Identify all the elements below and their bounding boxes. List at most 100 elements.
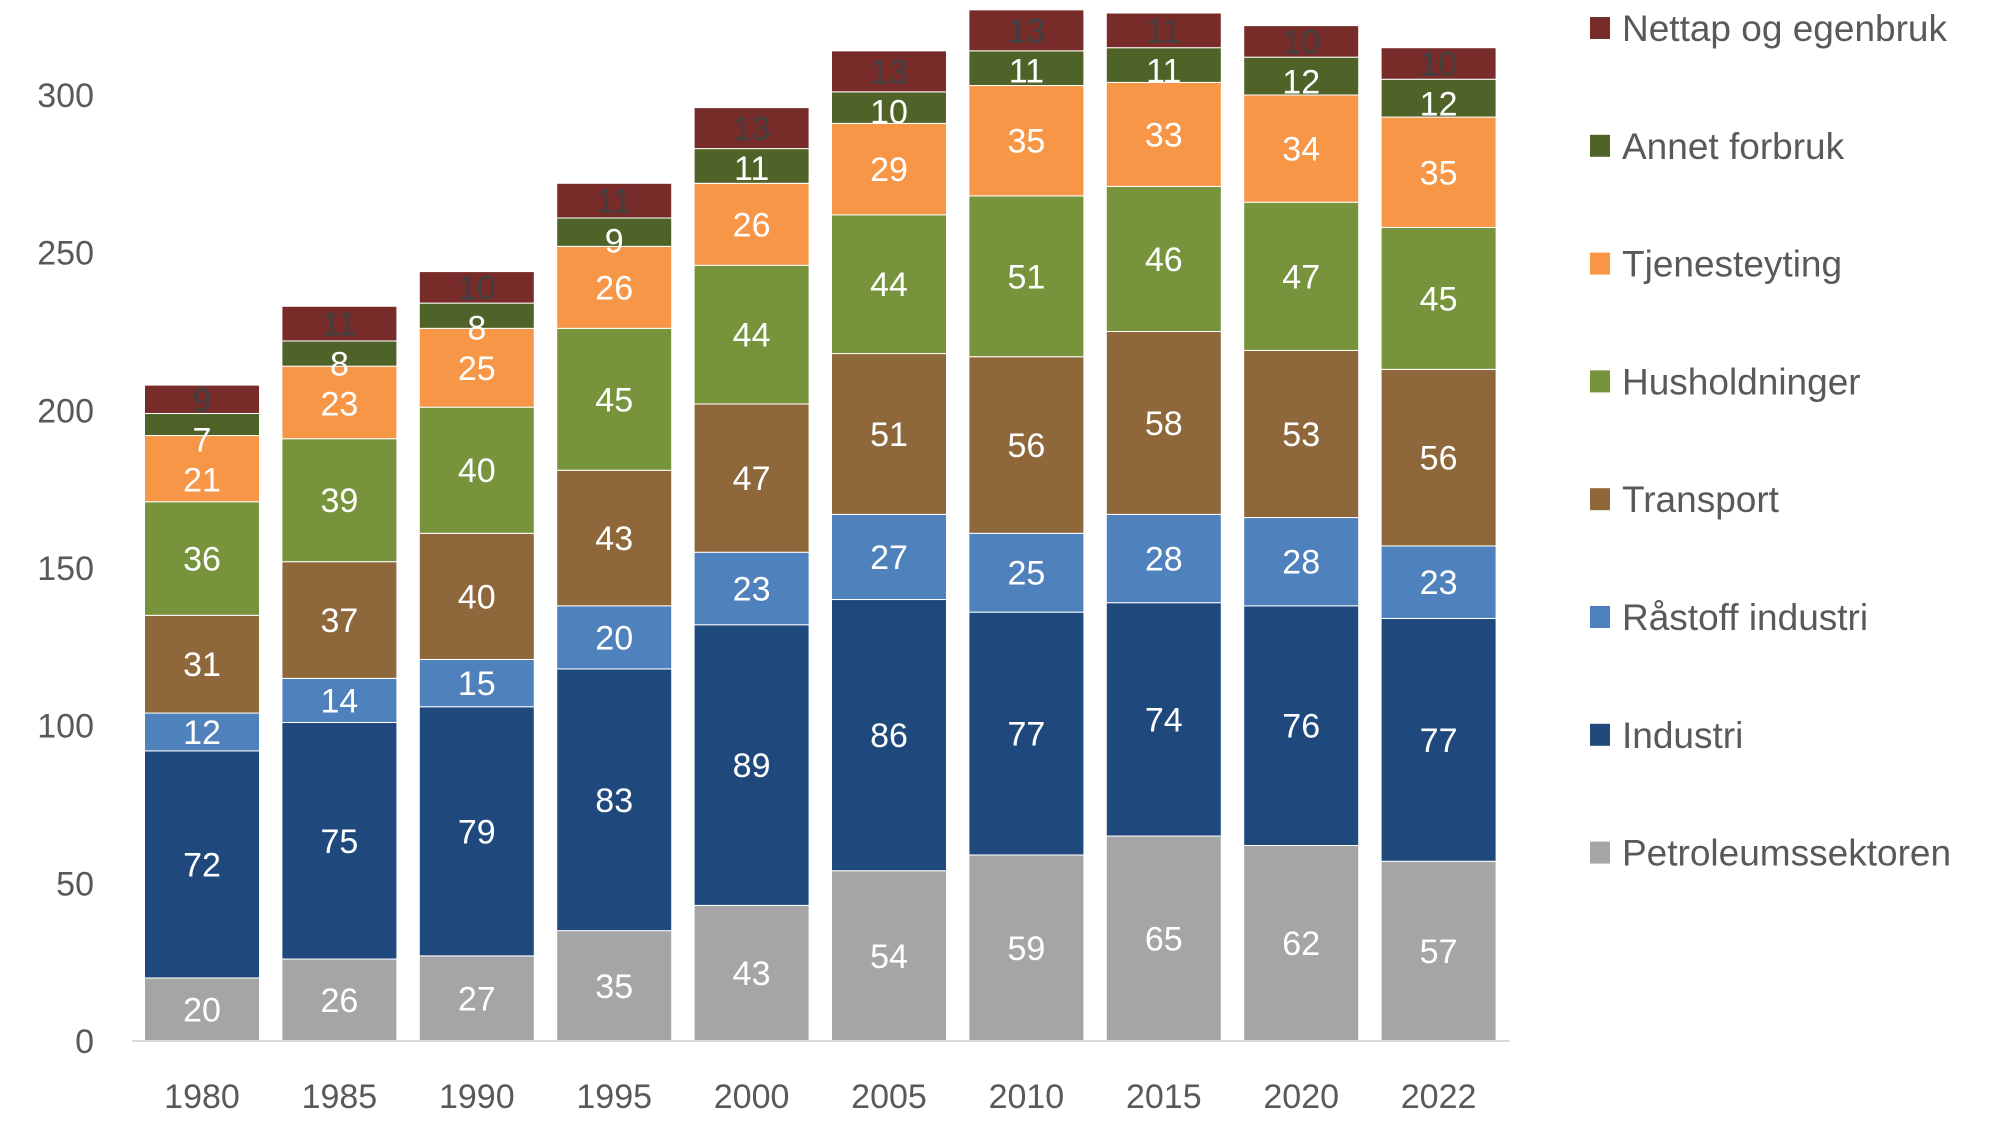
data-label: 28: [1145, 541, 1183, 579]
bar-segment: [1105, 185, 1222, 332]
data-label: 56: [1007, 427, 1045, 465]
bar-segment: [1243, 201, 1360, 351]
legend-swatch: [1590, 17, 1610, 39]
data-label: 10: [870, 93, 908, 131]
bar-segment: [968, 356, 1085, 534]
legend-swatch: [1590, 606, 1610, 628]
data-label: 79: [458, 813, 496, 851]
x-tick-label: 2022: [1401, 1078, 1477, 1116]
data-label: 21: [183, 461, 221, 499]
y-tick-label: 100: [37, 708, 94, 746]
bar-segment: [1380, 617, 1497, 862]
data-label: 20: [183, 991, 221, 1029]
bar-segment: [693, 904, 810, 1042]
data-label: 31: [183, 646, 221, 684]
bar-segment: [831, 353, 947, 515]
legend-label: Tjenesteyting: [1622, 244, 1842, 285]
bar-segment: [418, 406, 535, 534]
bar-segment: [1380, 545, 1497, 619]
data-label: 65: [1145, 921, 1183, 959]
data-label: 45: [595, 381, 633, 419]
data-label: 13: [1007, 12, 1045, 50]
bar-segment: [1243, 349, 1360, 519]
legend-label: Råstoff industri: [1622, 597, 1868, 638]
x-tick-label: 2000: [714, 1078, 790, 1116]
bar-segment: [281, 561, 398, 679]
data-label: 83: [595, 782, 633, 820]
bar-segment: [831, 870, 947, 1042]
bar-segment: [556, 605, 673, 670]
legend-item: Transport: [1590, 479, 1780, 520]
data-label: 9: [605, 223, 624, 261]
bar-segment: [831, 513, 947, 601]
data-label: 10: [1420, 45, 1458, 83]
data-label: 12: [183, 714, 221, 752]
bar-stack-1995: [556, 182, 673, 1042]
bar-segment: [831, 91, 947, 124]
bar-segment: [418, 706, 535, 957]
data-label: 8: [330, 346, 349, 384]
data-label: 40: [458, 578, 496, 616]
bar-segment: [144, 750, 260, 979]
data-label: 46: [1145, 241, 1183, 279]
data-label: 11: [1146, 52, 1181, 90]
data-label: 27: [458, 980, 496, 1018]
data-label: 26: [320, 982, 358, 1020]
bar-segment: [1243, 605, 1360, 846]
legend-item: Råstoff industri: [1590, 597, 1868, 638]
bar-segment: [281, 958, 398, 1042]
bar-segment: [418, 532, 535, 660]
data-label: 40: [458, 452, 496, 490]
bar-segment: [1380, 116, 1497, 228]
legend-swatch: [1590, 723, 1610, 746]
bar-segment: [1105, 331, 1222, 515]
data-labels-1995: 35 83 20 43 45 26 911: [595, 183, 633, 1006]
data-label: 44: [870, 266, 908, 304]
bar-segment: [693, 182, 810, 266]
bar-segment: [1243, 56, 1360, 96]
x-tick-label: 1985: [302, 1078, 378, 1116]
data-label: 10: [1282, 23, 1320, 61]
data-label: 58: [1145, 405, 1183, 443]
data-label: 51: [870, 416, 908, 454]
data-label: 23: [1420, 564, 1458, 602]
data-label: 39: [320, 482, 358, 520]
x-tick-label: 1980: [164, 1078, 240, 1116]
bar-segment: [1243, 25, 1360, 58]
data-label: 12: [1282, 63, 1320, 101]
data-label: 29: [870, 151, 908, 189]
data-label: 76: [1282, 708, 1320, 746]
bar-segment: [418, 302, 535, 329]
data-label: 43: [733, 955, 771, 993]
bar-stack-2020: [1243, 25, 1360, 1042]
data-label: 11: [1146, 12, 1181, 50]
bar-segment: [281, 365, 398, 440]
data-label: 56: [1420, 440, 1458, 478]
bar-segment: [968, 50, 1085, 87]
data-label: 86: [870, 717, 908, 755]
legend-label: Annet forbruk: [1622, 126, 1845, 167]
bar-segment: [418, 658, 535, 708]
bar-segment: [693, 551, 810, 626]
data-label: 10: [458, 269, 496, 307]
bar-segment: [1243, 517, 1360, 607]
legend-label: Industri: [1622, 715, 1743, 756]
bar-segment: [281, 305, 398, 342]
bar-segment: [418, 327, 535, 408]
bar-segment: [556, 182, 673, 219]
data-label: 8: [467, 309, 486, 347]
bar-segment: [144, 501, 260, 616]
data-label: 72: [183, 846, 221, 884]
data-label: 77: [1007, 716, 1045, 754]
data-label: 89: [733, 747, 771, 785]
data-label: 74: [1145, 701, 1183, 739]
bar-stack-2000: [693, 107, 810, 1042]
bar-stack-2022: [1380, 47, 1497, 1042]
bar-segment: [1243, 94, 1360, 203]
data-label: 34: [1282, 131, 1320, 169]
bar-segment: [556, 245, 673, 329]
bar-segment: [1105, 835, 1222, 1042]
legend-label: Transport: [1622, 479, 1780, 520]
